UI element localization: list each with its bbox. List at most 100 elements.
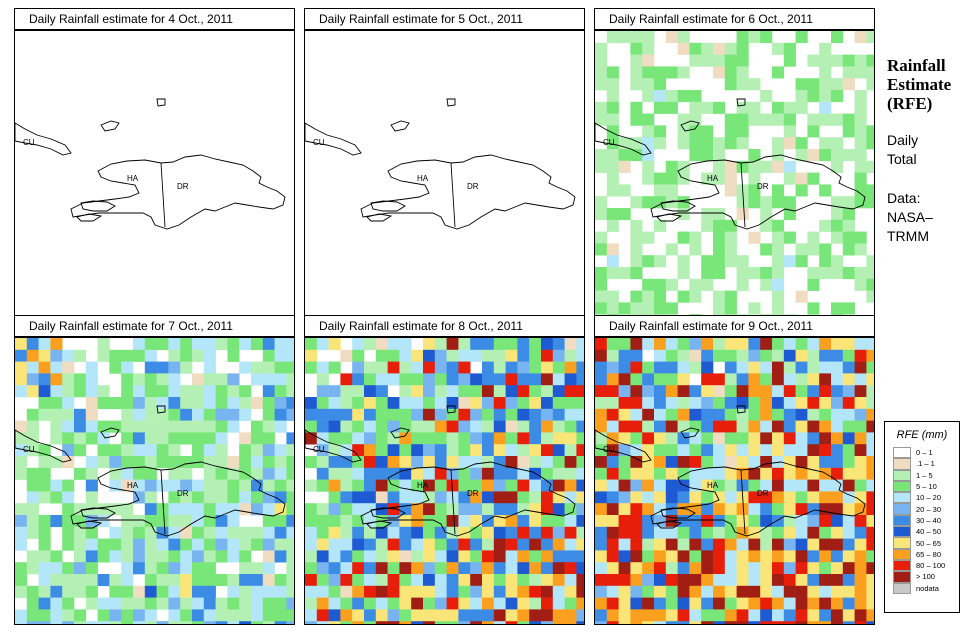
- rain-cell: [180, 361, 193, 374]
- rain-cell: [866, 397, 874, 410]
- rain-cell: [529, 420, 542, 433]
- rain-cell: [819, 609, 832, 622]
- rain-cell: [387, 609, 400, 622]
- rain-cell: [26, 550, 39, 563]
- rain-cell: [701, 621, 714, 624]
- rain-cell: [227, 503, 240, 516]
- rain-cell: [482, 621, 495, 624]
- rain-cell: [724, 290, 737, 303]
- rain-cell: [564, 562, 577, 575]
- rain-cell: [724, 373, 737, 386]
- rain-cell: [227, 408, 240, 421]
- rain-cell: [713, 137, 726, 150]
- rain-cell: [529, 515, 542, 528]
- rain-cell: [665, 621, 678, 624]
- rain-cell: [74, 420, 87, 433]
- rain-cell: [262, 432, 275, 445]
- rain-cell: [168, 526, 181, 539]
- rain-cell: [795, 184, 808, 197]
- rain-cell: [760, 219, 773, 232]
- rain-cell: [286, 338, 294, 351]
- rain-cell: [654, 90, 667, 103]
- rain-cell: [493, 420, 506, 433]
- rain-cell: [482, 467, 495, 480]
- rain-cell: [654, 361, 667, 374]
- rain-cell: [168, 515, 181, 528]
- rain-cell: [399, 456, 412, 469]
- rain-cell: [387, 503, 400, 516]
- rain-cell: [305, 408, 318, 421]
- rain-cell: [606, 302, 619, 315]
- rain-cell: [819, 562, 832, 575]
- rain-cell: [618, 385, 631, 398]
- rain-cell: [340, 432, 353, 445]
- rain-cell: [203, 574, 216, 587]
- rain-cell: [262, 385, 275, 398]
- rain-cell: [713, 408, 726, 421]
- rain-cell: [156, 503, 169, 516]
- rain-cell: [677, 373, 690, 386]
- rain-cell: [97, 456, 110, 469]
- rain-cell: [866, 125, 874, 138]
- rain-cell: [340, 397, 353, 410]
- rain-cell: [74, 550, 87, 563]
- rain-cell: [842, 125, 855, 138]
- rain-cell: [772, 338, 785, 351]
- rain-cell: [642, 172, 655, 185]
- rain-cell: [352, 385, 365, 398]
- rain-cell: [642, 54, 655, 67]
- rain-cell: [552, 479, 565, 492]
- rain-cell: [458, 597, 471, 610]
- rain-cell: [251, 432, 264, 445]
- rain-cell: [109, 621, 122, 624]
- rain-cell: [133, 550, 146, 563]
- rain-cell: [642, 432, 655, 445]
- rain-cell: [262, 361, 275, 374]
- rain-cell: [689, 54, 702, 67]
- rain-cell: [133, 385, 146, 398]
- rain-cell: [144, 397, 157, 410]
- rain-cell: [795, 562, 808, 575]
- rain-cell: [576, 479, 584, 492]
- rain-cell: [689, 432, 702, 445]
- rain-cell: [606, 361, 619, 374]
- rain-cell: [493, 385, 506, 398]
- bahamas-island: [736, 405, 746, 414]
- rain-cell: [630, 609, 643, 622]
- rain-cell: [665, 432, 678, 445]
- rain-cell: [62, 373, 75, 386]
- rain-cell: [783, 491, 796, 504]
- rain-cell: [866, 137, 874, 150]
- rain-cell: [340, 538, 353, 551]
- rain-cell: [842, 385, 855, 398]
- rain-cell: [701, 585, 714, 598]
- rain-cell: [842, 562, 855, 575]
- rain-cell: [470, 397, 483, 410]
- rain-cell: [630, 550, 643, 563]
- rain-cell: [819, 385, 832, 398]
- rain-cell: [576, 385, 584, 398]
- rain-cell: [352, 338, 365, 351]
- rain-cell: [387, 621, 400, 624]
- rain-cell: [772, 479, 785, 492]
- rain-cell: [866, 562, 874, 575]
- rain-cell: [239, 562, 252, 575]
- rain-cell: [795, 526, 808, 539]
- rain-cell: [552, 385, 565, 398]
- rain-cell: [328, 420, 341, 433]
- legend-label: 40 – 50: [916, 527, 942, 537]
- source-text: Data: NASA– TRMM: [887, 189, 933, 246]
- rain-cell: [239, 479, 252, 492]
- rain-cell: [251, 609, 264, 622]
- rain-cell: [654, 515, 667, 528]
- rain-cell: [866, 491, 874, 504]
- rain-cell: [74, 444, 87, 457]
- rain-cell: [144, 385, 157, 398]
- rain-cell: [630, 597, 643, 610]
- rain-cell: [156, 479, 169, 492]
- rain-cell: [50, 515, 63, 528]
- rain-cell: [446, 479, 459, 492]
- rain-cell: [842, 491, 855, 504]
- rain-cell: [595, 397, 608, 410]
- rain-cell: [493, 562, 506, 575]
